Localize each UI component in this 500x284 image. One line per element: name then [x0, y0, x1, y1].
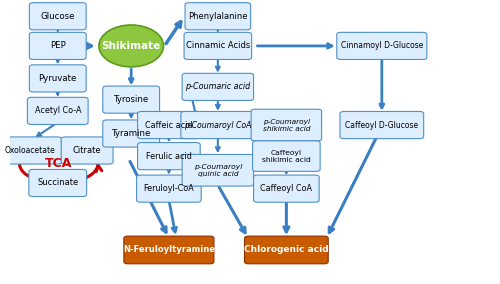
- Text: Caffeoyl CoA: Caffeoyl CoA: [260, 184, 312, 193]
- FancyBboxPatch shape: [29, 170, 86, 197]
- FancyBboxPatch shape: [61, 137, 113, 164]
- Text: Caffeic acid: Caffeic acid: [145, 120, 192, 130]
- Text: Citrate: Citrate: [73, 146, 102, 155]
- Text: Caffeoyl
shikimic acid: Caffeoyl shikimic acid: [262, 150, 310, 163]
- FancyBboxPatch shape: [185, 3, 250, 30]
- FancyBboxPatch shape: [138, 112, 200, 139]
- FancyBboxPatch shape: [0, 137, 62, 164]
- FancyBboxPatch shape: [103, 86, 160, 113]
- FancyBboxPatch shape: [254, 175, 319, 202]
- Text: Acetyl Co-A: Acetyl Co-A: [34, 106, 81, 115]
- Text: p-Coumaric acid: p-Coumaric acid: [185, 82, 250, 91]
- Text: PEP: PEP: [50, 41, 66, 51]
- Text: N-Feruloyltyramine: N-Feruloyltyramine: [123, 245, 215, 254]
- FancyBboxPatch shape: [181, 112, 255, 139]
- FancyBboxPatch shape: [103, 120, 160, 147]
- FancyBboxPatch shape: [138, 143, 200, 170]
- FancyBboxPatch shape: [182, 73, 254, 101]
- Text: Ferulic acid: Ferulic acid: [146, 152, 192, 161]
- FancyBboxPatch shape: [337, 32, 427, 59]
- Text: Phenylalanine: Phenylalanine: [188, 12, 248, 21]
- FancyBboxPatch shape: [30, 32, 86, 59]
- Text: Shikimate: Shikimate: [102, 41, 161, 51]
- FancyBboxPatch shape: [244, 236, 328, 264]
- Text: Pyruvate: Pyruvate: [38, 74, 77, 83]
- Text: Cinnamoyl D-Glucose: Cinnamoyl D-Glucose: [340, 41, 423, 51]
- Text: Feruloyl-CoA: Feruloyl-CoA: [144, 184, 194, 193]
- Text: Chlorogenic acid: Chlorogenic acid: [244, 245, 328, 254]
- FancyBboxPatch shape: [184, 32, 252, 59]
- FancyBboxPatch shape: [124, 236, 214, 264]
- Text: Tyrosine: Tyrosine: [114, 95, 149, 104]
- FancyBboxPatch shape: [30, 3, 86, 30]
- Ellipse shape: [99, 25, 164, 67]
- Text: Cinnamic Acids: Cinnamic Acids: [186, 41, 250, 51]
- FancyBboxPatch shape: [28, 97, 88, 124]
- Text: Glucose: Glucose: [40, 12, 75, 21]
- Text: Caffeoyl D-Glucose: Caffeoyl D-Glucose: [346, 120, 418, 130]
- Text: p-Coumaroyl
quinic acid: p-Coumaroyl quinic acid: [194, 164, 242, 177]
- Text: Succinate: Succinate: [37, 178, 78, 187]
- FancyBboxPatch shape: [252, 141, 320, 171]
- Text: p-Coumaroyl
shikimic acid: p-Coumaroyl shikimic acid: [262, 118, 310, 131]
- Text: TCA: TCA: [45, 157, 72, 170]
- FancyBboxPatch shape: [251, 109, 322, 141]
- FancyBboxPatch shape: [30, 65, 86, 92]
- FancyBboxPatch shape: [340, 112, 423, 139]
- Text: Tyramine: Tyramine: [112, 129, 151, 138]
- Text: Oxoloacetate: Oxoloacetate: [5, 146, 56, 155]
- FancyBboxPatch shape: [182, 154, 254, 186]
- Text: p-Coumaroyl CoA: p-Coumaroyl CoA: [184, 120, 252, 130]
- FancyBboxPatch shape: [136, 175, 201, 202]
